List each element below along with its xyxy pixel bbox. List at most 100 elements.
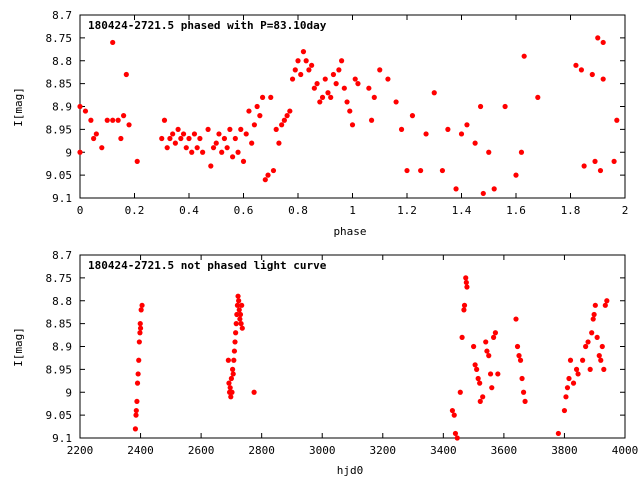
unphased-data-point xyxy=(251,389,257,395)
phased-data-point xyxy=(88,117,94,123)
phased-data-point xyxy=(349,122,356,128)
phased-data-point xyxy=(368,117,375,123)
phased-data-point xyxy=(208,163,214,169)
unphased-data-point xyxy=(598,357,604,363)
phased-y-tick-label: 8.85 xyxy=(46,78,73,91)
unphased-data-point xyxy=(452,430,459,437)
phased-data-point xyxy=(371,94,377,100)
phased-data-point xyxy=(238,126,244,132)
unphased-data-point xyxy=(495,371,501,377)
unphased-x-tick-label: 3400 xyxy=(430,444,457,457)
phased-data-point xyxy=(287,108,293,114)
phased-data-point xyxy=(423,131,429,137)
phased-data-point xyxy=(246,108,252,114)
phased-data-point xyxy=(328,94,334,100)
unphased-y-tick-label: 9 xyxy=(65,386,72,399)
phased-x-tick-label: 1.2 xyxy=(397,204,417,217)
phased-data-point xyxy=(330,71,337,78)
unphased-data-point xyxy=(563,394,569,400)
phased-data-point xyxy=(393,99,399,105)
phased-data-point xyxy=(197,135,203,142)
phased-data-point xyxy=(104,117,110,123)
unphased-data-point xyxy=(226,380,232,386)
phased-y-tick-label: 8.7 xyxy=(52,9,72,22)
phased-data-point xyxy=(159,135,165,142)
unphased-data-point xyxy=(474,366,480,372)
unphased-x-axis-title: hjd0 xyxy=(337,464,364,477)
unphased-data-points xyxy=(132,275,610,441)
phased-data-point xyxy=(325,90,331,96)
unphased-data-point xyxy=(599,343,605,350)
unphased-data-point xyxy=(464,284,470,290)
unphased-data-point xyxy=(604,298,610,304)
unphased-y-tick-label: 8.85 xyxy=(46,318,73,331)
unphased-data-point xyxy=(461,302,468,308)
unphased-data-point xyxy=(514,343,521,350)
phased-data-point xyxy=(322,76,328,82)
unphased-data-point xyxy=(489,385,495,391)
phased-data-point xyxy=(472,140,478,146)
unphased-data-point xyxy=(517,357,524,363)
phased-data-point xyxy=(295,58,301,64)
unphased-data-point xyxy=(134,398,140,404)
unphased-data-point xyxy=(480,394,486,400)
phased-data-point xyxy=(194,145,200,151)
unphased-data-point xyxy=(484,348,490,354)
unphased-data-point xyxy=(587,366,593,372)
unphased-data-point xyxy=(233,330,239,336)
unphased-y-axis-title: I[mag] xyxy=(12,327,25,367)
phased-data-point xyxy=(118,135,124,142)
phased-data-point xyxy=(581,163,587,169)
phased-data-point xyxy=(300,49,307,55)
unphased-data-point xyxy=(137,330,143,336)
phased-data-point xyxy=(240,158,247,164)
phased-data-point xyxy=(262,177,268,183)
unphased-data-point xyxy=(237,316,243,322)
phased-data-point xyxy=(265,172,271,178)
unphased-data-point xyxy=(477,380,483,386)
unphased-x-tick-label: 2200 xyxy=(67,444,94,457)
phased-data-point xyxy=(592,158,598,164)
unphased-data-point xyxy=(136,357,142,363)
unphased-data-point xyxy=(477,398,483,404)
unphased-data-point xyxy=(237,311,244,318)
unphased-data-point xyxy=(583,343,589,350)
unphased-y-tick-label: 8.8 xyxy=(52,295,72,308)
phased-data-point xyxy=(578,67,585,73)
phased-data-point xyxy=(477,103,484,110)
phased-data-point xyxy=(257,113,263,119)
unphased-x-tick-label: 3000 xyxy=(309,444,336,457)
unphased-data-point xyxy=(239,325,245,331)
phased-data-point xyxy=(273,126,279,132)
phased-data-point xyxy=(82,108,89,114)
unphased-data-point xyxy=(471,343,477,350)
unphased-data-point xyxy=(555,430,561,437)
phased-y-axis-title: I[mag] xyxy=(12,87,25,127)
unphased-data-point xyxy=(133,412,139,418)
phased-y-tick-label: 8.9 xyxy=(52,101,72,114)
unphased-data-point xyxy=(231,348,238,354)
phased-data-point xyxy=(535,94,541,100)
phased-data-point xyxy=(409,113,416,119)
unphased-data-point xyxy=(589,330,595,336)
phased-y-tick-label: 9.1 xyxy=(52,192,72,205)
phased-y-tick-label: 8.95 xyxy=(46,123,73,136)
unphased-x-tick-label: 3200 xyxy=(370,444,397,457)
phased-data-point xyxy=(480,190,486,197)
phased-data-point xyxy=(445,126,451,132)
phased-data-point xyxy=(134,158,140,164)
phased-data-point xyxy=(314,81,320,87)
phased-x-tick-label: 1 xyxy=(349,204,356,217)
phased-data-point xyxy=(126,122,132,128)
unphased-x-tick-label: 2800 xyxy=(248,444,275,457)
phased-data-point xyxy=(385,76,391,82)
unphased-data-point xyxy=(132,426,139,432)
phased-data-point xyxy=(221,135,228,142)
unphased-y-tick-label: 9.05 xyxy=(46,409,73,422)
phased-data-point xyxy=(398,126,405,132)
unphased-data-point xyxy=(451,412,457,418)
unphased-data-point xyxy=(516,353,522,359)
unphased-data-point xyxy=(239,302,245,308)
unphased-data-point xyxy=(457,389,463,395)
